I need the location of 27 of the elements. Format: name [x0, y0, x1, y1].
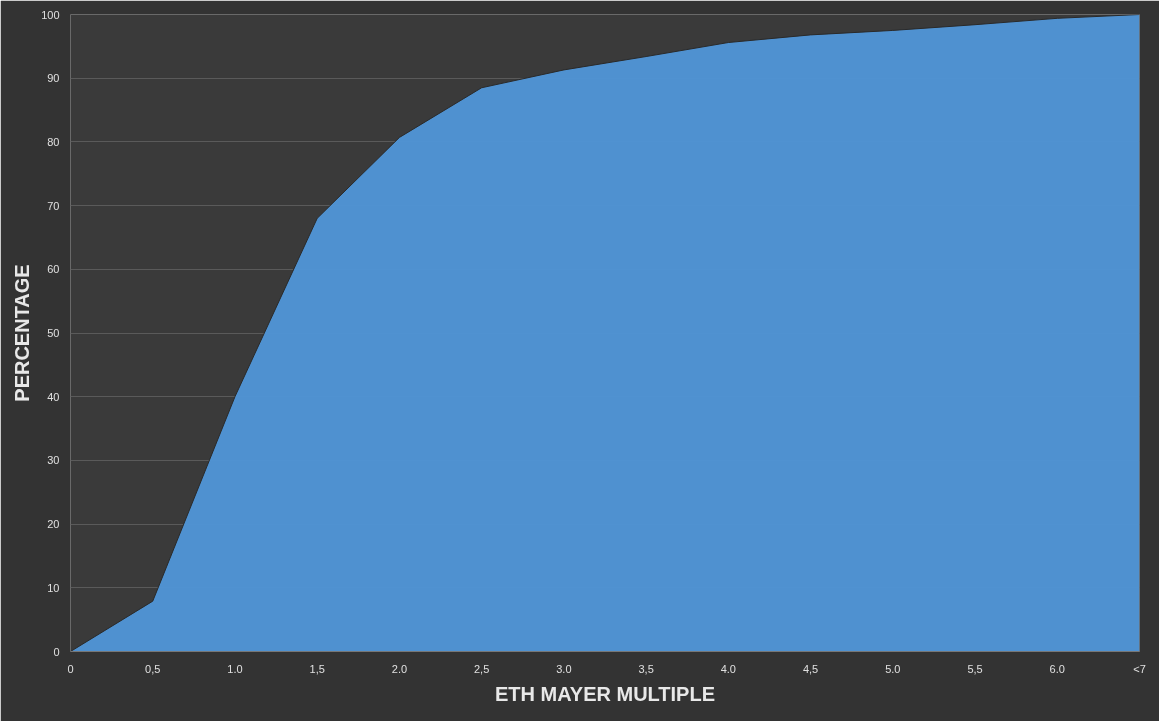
y-tick-label: 70 [47, 199, 60, 212]
x-tick-label: 4.0 [720, 662, 736, 675]
y-tick-label: 50 [47, 327, 60, 339]
x-tick-label: 0,5 [145, 662, 161, 675]
y-tick-label: 30 [47, 454, 60, 467]
x-tick-label: 5.0 [885, 662, 901, 675]
x-tick-label: 1.0 [227, 662, 243, 675]
x-tick-label: 3.0 [556, 662, 572, 675]
x-tick-label: 3,5 [638, 662, 654, 675]
y-tick-label: 60 [47, 263, 60, 276]
x-axis-title: ETH MAYER MULTIPLE [495, 682, 716, 705]
x-tick-label: <7 [1133, 662, 1146, 675]
x-tick-label: 2.0 [391, 662, 408, 675]
x-tick-label: 4,5 [802, 662, 819, 675]
y-tick-label: 10 [47, 581, 60, 594]
y-tick-label: 20 [47, 518, 60, 531]
y-tick-label: 0 [53, 645, 60, 658]
y-tick-label: 100 [41, 8, 60, 21]
y-tick-label: 80 [47, 135, 60, 148]
x-tick-label: 5,5 [967, 662, 983, 675]
y-axis-title: PERCENTAGE [11, 264, 34, 402]
x-tick-label: 6.0 [1049, 662, 1065, 675]
y-tick-label: 90 [47, 72, 60, 85]
x-tick-label: 1,5 [309, 662, 325, 675]
y-tick-label: 40 [47, 390, 60, 403]
x-tick-label: 0 [67, 662, 74, 675]
x-tick-label: 2,5 [474, 662, 490, 675]
